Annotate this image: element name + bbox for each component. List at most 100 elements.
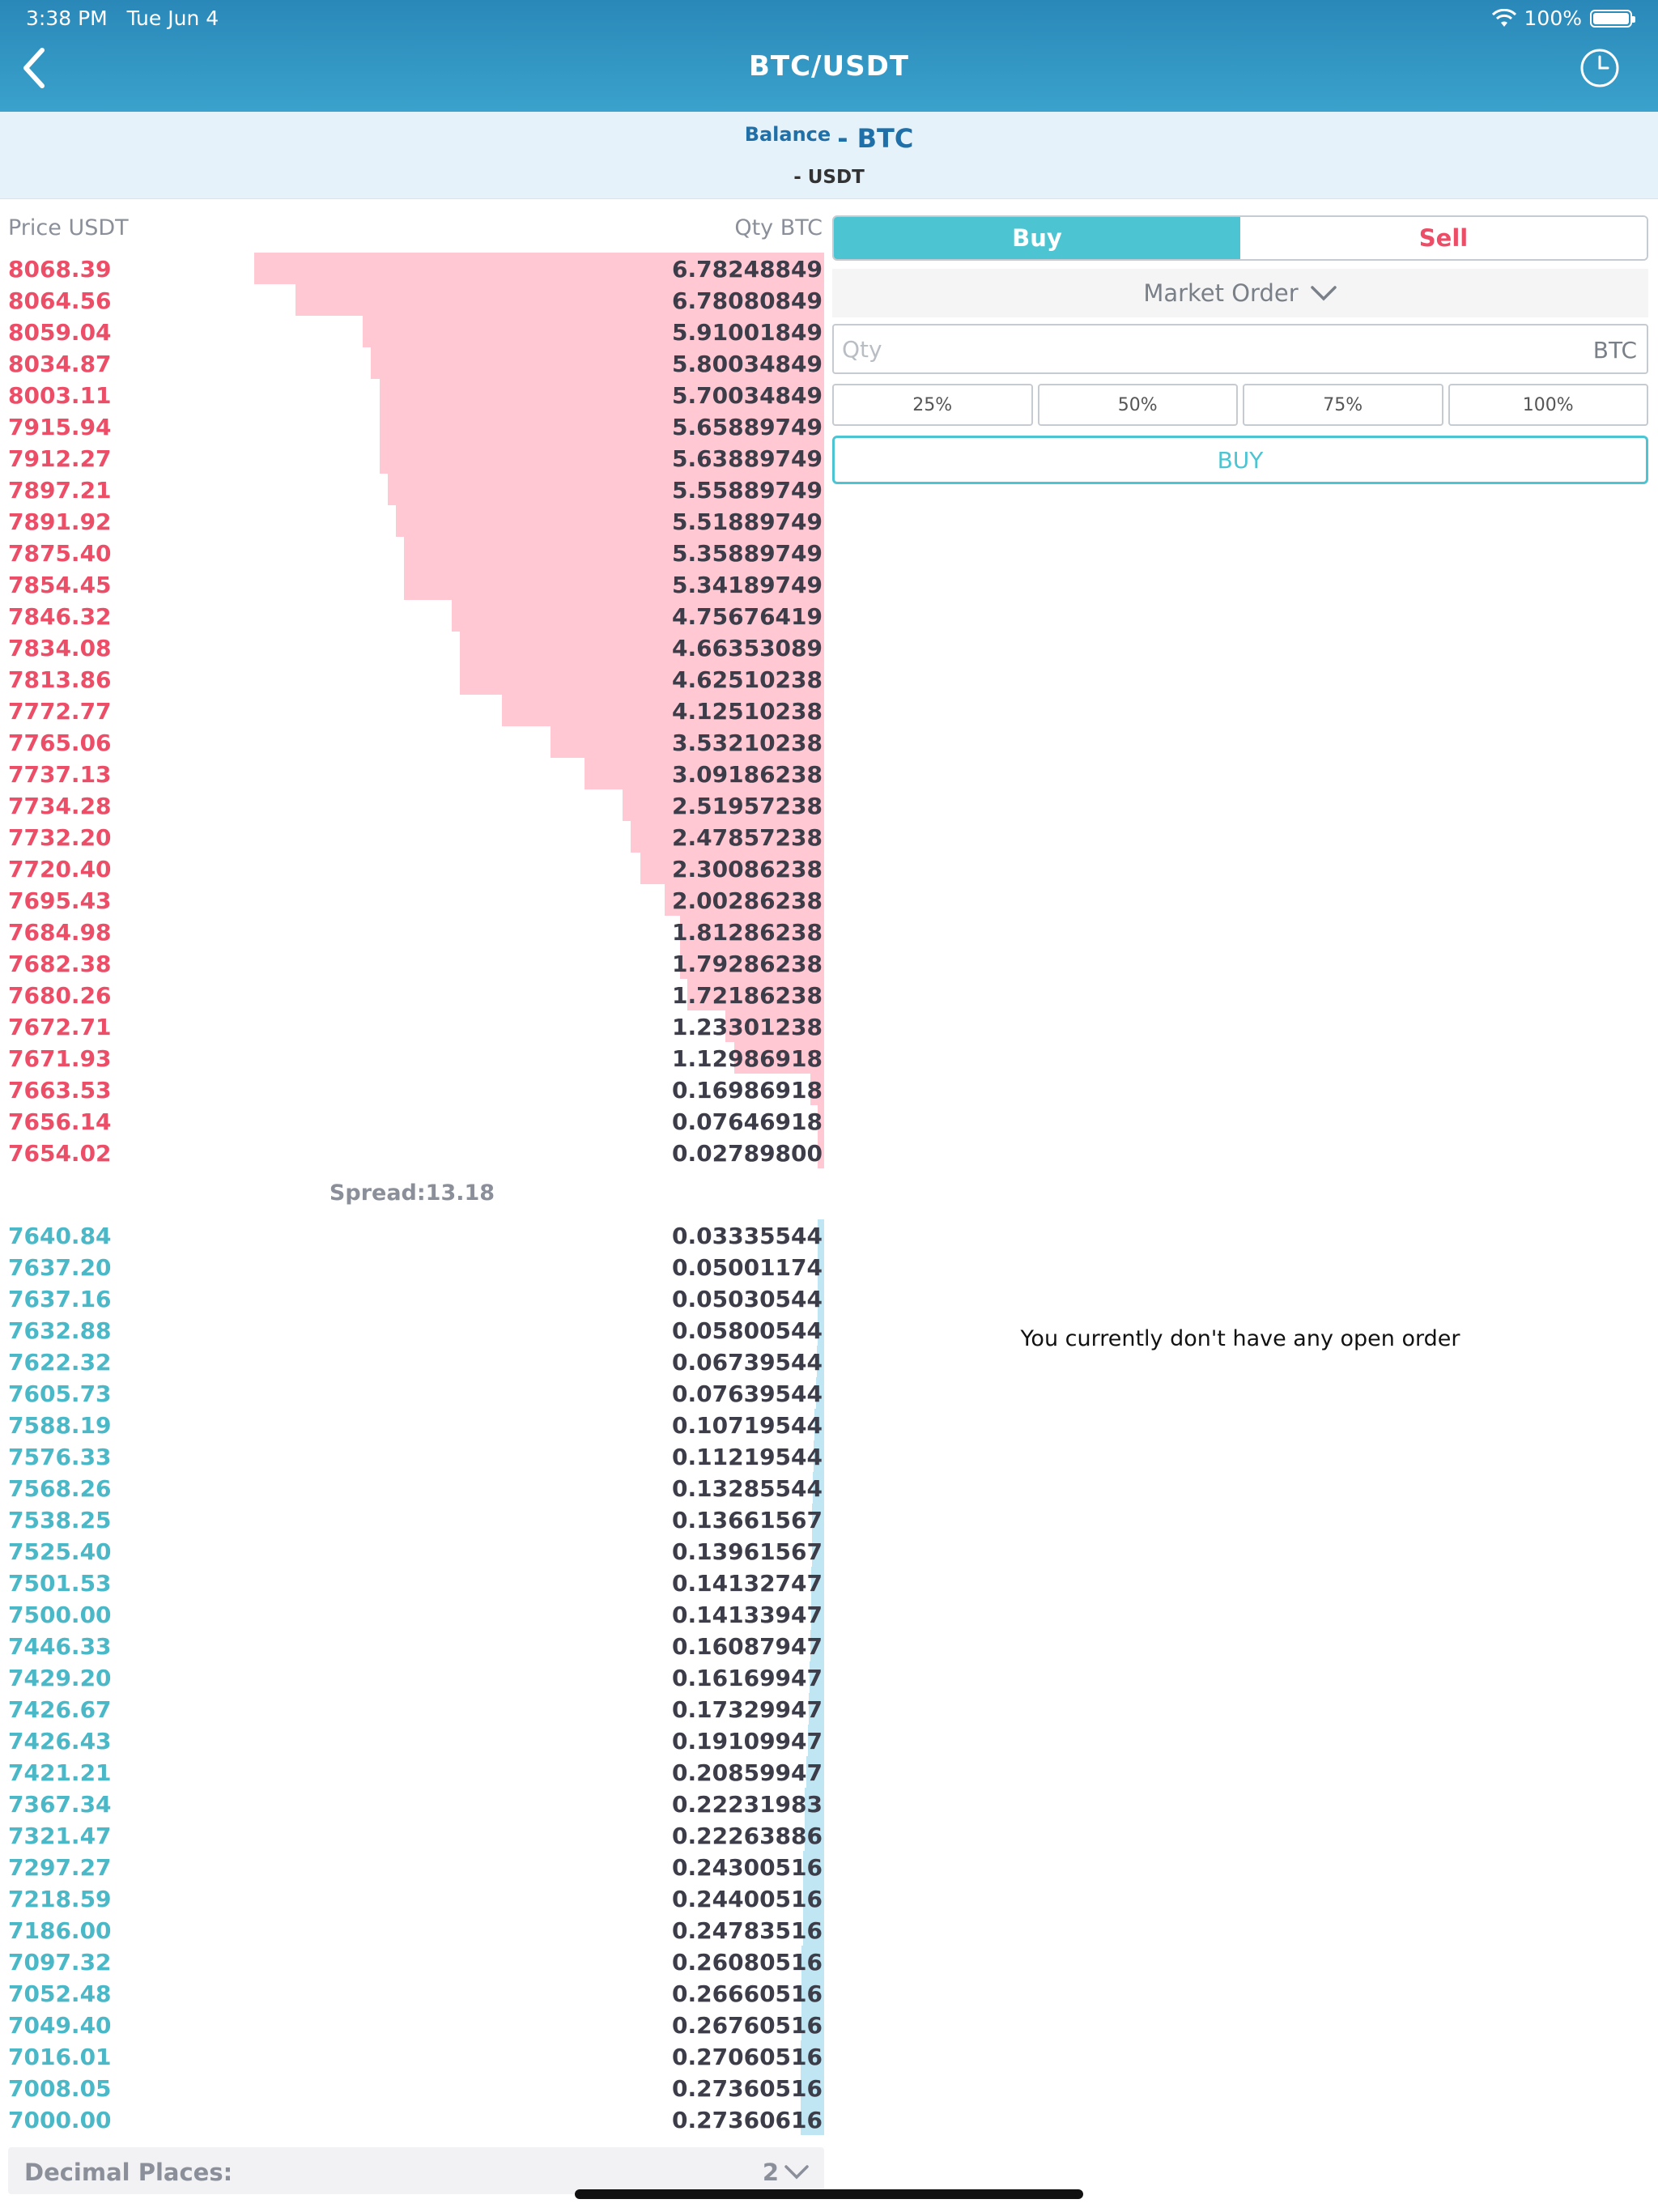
order-qty: 0.16169947	[672, 1665, 823, 1691]
ask-list: 8068.39 6.78248849 8064.56 6.78080849 8059.0…	[0, 253, 824, 1168]
ask-row[interactable]: 7765.06 3.53210238	[0, 726, 824, 758]
order-qty: 0.13661567	[672, 1507, 823, 1534]
ask-row[interactable]: 7732.20 2.47857238	[0, 821, 824, 853]
ask-row[interactable]: 7813.86 4.62510238	[0, 663, 824, 695]
ask-row[interactable]: 7734.28 2.51957238	[0, 789, 824, 821]
bid-row[interactable]: 7637.16 0.05030544	[0, 1283, 824, 1314]
ask-row[interactable]: 8003.11 5.70034849	[0, 379, 824, 410]
bid-row[interactable]: 7016.01 0.27060516	[0, 2040, 824, 2072]
ask-row[interactable]: 7891.92 5.51889749	[0, 505, 824, 537]
bid-row[interactable]: 7008.05 0.27360516	[0, 2072, 824, 2104]
order-price: 7186.00	[8, 1917, 112, 1944]
order-qty: 0.13961567	[672, 1538, 823, 1565]
order-price: 7765.06	[8, 730, 112, 756]
depth-bar	[460, 663, 824, 695]
depth-bar	[665, 884, 824, 916]
buy-button[interactable]: BUY	[832, 436, 1648, 484]
ask-row[interactable]: 7915.94 5.65889749	[0, 410, 824, 442]
bid-row[interactable]: 7297.27 0.24300516	[0, 1851, 824, 1882]
order-qty: 0.19109947	[672, 1728, 823, 1755]
ask-row[interactable]: 7680.26 1.72186238	[0, 979, 824, 1010]
bid-row[interactable]: 7421.21 0.20859947	[0, 1756, 824, 1788]
bid-row[interactable]: 7605.73 0.07639544	[0, 1377, 824, 1409]
bid-row[interactable]: 7622.32 0.06739544	[0, 1346, 824, 1377]
order-qty: 5.91001849	[672, 319, 823, 346]
bid-row[interactable]: 7538.25 0.13661567	[0, 1504, 824, 1535]
depth-bar	[811, 1567, 824, 1598]
bid-row[interactable]: 7429.20 0.16169947	[0, 1661, 824, 1693]
ask-row[interactable]: 7846.32 4.75676419	[0, 600, 824, 632]
ask-row[interactable]: 7854.45 5.34189749	[0, 568, 824, 600]
ask-row[interactable]: 7684.98 1.81286238	[0, 916, 824, 947]
order-price: 7637.16	[8, 1286, 112, 1312]
ask-row[interactable]: 7834.08 4.66353089	[0, 632, 824, 663]
decimal-places-selector[interactable]: Decimal Places: 2	[8, 2147, 824, 2194]
bid-row[interactable]: 7049.40 0.26760516	[0, 2009, 824, 2040]
ask-row[interactable]: 8034.87 5.80034849	[0, 347, 824, 379]
depth-bar	[809, 1693, 824, 1725]
clock-history-icon[interactable]	[1579, 47, 1621, 89]
bid-row[interactable]: 7568.26 0.13285544	[0, 1472, 824, 1504]
bid-row[interactable]: 7446.33 0.16087947	[0, 1630, 824, 1661]
order-type-dropdown[interactable]: Market Order	[832, 269, 1648, 317]
ask-row[interactable]: 7671.93 1.12986918	[0, 1042, 824, 1074]
status-right: 100%	[1491, 6, 1635, 30]
percent-75-button[interactable]: 75%	[1243, 384, 1443, 426]
bid-row[interactable]: 7097.32 0.26080516	[0, 1946, 824, 1977]
order-qty: 2.51957238	[672, 793, 823, 819]
balance-btc-line: Balance - BTC	[0, 123, 1658, 154]
bid-row[interactable]: 7052.48 0.26660516	[0, 1977, 824, 2009]
ask-row[interactable]: 7695.43 2.00286238	[0, 884, 824, 916]
order-qty: 0.05800544	[672, 1317, 823, 1344]
bid-row[interactable]: 7632.88 0.05800544	[0, 1314, 824, 1346]
ask-row[interactable]: 7875.40 5.35889749	[0, 537, 824, 568]
ask-row[interactable]: 7682.38 1.79286238	[0, 947, 824, 979]
bid-row[interactable]: 7000.00 0.27360616	[0, 2104, 824, 2135]
bid-row[interactable]: 7186.00 0.24783516	[0, 1914, 824, 1946]
home-indicator[interactable]	[575, 2189, 1083, 2199]
ask-row[interactable]: 8068.39 6.78248849	[0, 253, 824, 284]
qty-input[interactable]	[842, 332, 1490, 366]
percent-100-button[interactable]: 100%	[1448, 384, 1648, 426]
bid-row[interactable]: 7576.33 0.11219544	[0, 1440, 824, 1472]
bid-row[interactable]: 7501.53 0.14132747	[0, 1567, 824, 1598]
ask-row[interactable]: 7720.40 2.30086238	[0, 853, 824, 884]
tab-buy[interactable]: Buy	[834, 217, 1240, 259]
ask-row[interactable]: 7912.27 5.63889749	[0, 442, 824, 474]
depth-bar	[812, 1504, 824, 1535]
percent-25-button[interactable]: 25%	[832, 384, 1033, 426]
bid-row[interactable]: 7640.84 0.03335544	[0, 1219, 824, 1251]
bid-row[interactable]: 7218.59 0.24400516	[0, 1882, 824, 1914]
ask-row[interactable]: 8064.56 6.78080849	[0, 284, 824, 316]
tab-sell[interactable]: Sell	[1240, 217, 1647, 259]
order-qty: 0.10719544	[672, 1412, 823, 1439]
bid-row[interactable]: 7426.43 0.19109947	[0, 1725, 824, 1756]
ask-row[interactable]: 7772.77 4.12510238	[0, 695, 824, 726]
bid-row[interactable]: 7426.67 0.17329947	[0, 1693, 824, 1725]
bid-row[interactable]: 7525.40 0.13961567	[0, 1535, 824, 1567]
ask-row[interactable]: 7656.14 0.07646918	[0, 1105, 824, 1137]
percent-50-button[interactable]: 50%	[1037, 384, 1238, 426]
bid-row[interactable]: 7367.34 0.22231983	[0, 1788, 824, 1819]
depth-bar	[818, 1219, 824, 1251]
bid-row[interactable]: 7637.20 0.05001174	[0, 1251, 824, 1283]
ask-row[interactable]: 7663.53 0.16986918	[0, 1074, 824, 1105]
order-qty: 2.00286238	[672, 887, 823, 914]
ask-row[interactable]: 7737.13 3.09186238	[0, 758, 824, 789]
order-qty: 0.24783516	[672, 1917, 823, 1944]
order-price: 7672.71	[8, 1014, 112, 1040]
ask-row[interactable]: 7654.02 0.02789800	[0, 1137, 824, 1168]
ask-row[interactable]: 7672.71 1.23301238	[0, 1010, 824, 1042]
order-price: 7008.05	[8, 2075, 112, 2102]
depth-bar	[585, 758, 824, 789]
ask-row[interactable]: 7897.21 5.55889749	[0, 474, 824, 505]
qty-field[interactable]: BTC	[832, 324, 1648, 374]
bid-row[interactable]: 7588.19 0.10719544	[0, 1409, 824, 1440]
depth-bar	[371, 347, 824, 379]
bid-row[interactable]: 7321.47 0.22263886	[0, 1819, 824, 1851]
ask-row[interactable]: 8059.04 5.91001849	[0, 316, 824, 347]
order-price: 7622.32	[8, 1349, 112, 1376]
back-chevron-icon[interactable]	[18, 45, 50, 91]
depth-bar	[803, 1851, 824, 1882]
bid-row[interactable]: 7500.00 0.14133947	[0, 1598, 824, 1630]
